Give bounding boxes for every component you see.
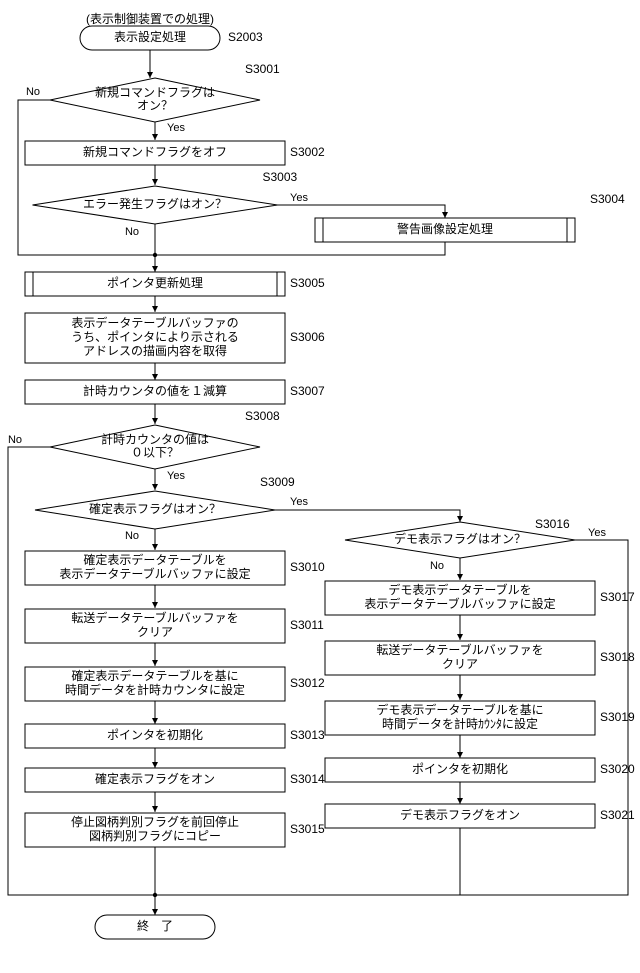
flowchart-svg: (表示制御装置での処理) 表示設定処理 S2003 新規コマンドフラグはオン？ S300… (0, 0, 640, 973)
svg-text:オン？: オン？ (137, 99, 173, 113)
svg-text:S3014: S3014 (290, 772, 325, 786)
svg-text:S3021: S3021 (600, 808, 635, 822)
svg-text:No: No (26, 86, 40, 98)
svg-text:新規コマンドフラグをオフ: 新規コマンドフラグをオフ (83, 144, 227, 159)
svg-text:転送データテーブルバッファを: 転送データテーブルバッファを (376, 642, 543, 657)
svg-text:ポインタを初期化: ポインタを初期化 (412, 762, 508, 776)
svg-text:エラー発生フラグはオン？: エラー発生フラグはオン？ (83, 197, 227, 211)
svg-text:図柄判別フラグにコピー: 図柄判別フラグにコピー (89, 829, 221, 843)
svg-text:確定表示フラグをオン: 確定表示フラグをオン (95, 771, 215, 786)
svg-text:デモ表示データテーブルを基に: デモ表示データテーブルを基に (376, 702, 543, 717)
svg-text:S3018: S3018 (600, 650, 635, 664)
svg-text:計時カウンタの値は: 計時カウンタの値は (101, 432, 209, 447)
svg-text:新規コマンドフラグは: 新規コマンドフラグは (95, 85, 215, 100)
svg-text:ポインタを初期化: ポインタを初期化 (107, 728, 203, 742)
svg-text:Yes: Yes (588, 527, 606, 539)
svg-text:アドレスの描画内容を取得: アドレスの描画内容を取得 (83, 343, 227, 358)
svg-text:S3009: S3009 (260, 475, 295, 489)
svg-text:クリア: クリア (137, 625, 173, 639)
svg-text:Yes: Yes (290, 496, 308, 508)
svg-text:S3002: S3002 (290, 145, 325, 159)
svg-text:S3003: S3003 (263, 170, 298, 184)
svg-text:デモ表示データテーブルを: デモ表示データテーブルを (388, 582, 531, 597)
svg-text:デモ表示フラグはオン？: デモ表示フラグはオン？ (394, 531, 526, 546)
svg-text:ポインタ更新処理: ポインタ更新処理 (107, 275, 203, 290)
svg-text:S3001: S3001 (245, 62, 280, 76)
svg-text:No: No (8, 434, 22, 446)
svg-text:S3019: S3019 (600, 710, 635, 724)
svg-text:Yes: Yes (167, 470, 185, 482)
svg-text:時間データを計時ｶｳﾝﾀに設定: 時間データを計時ｶｳﾝﾀに設定 (382, 716, 538, 731)
svg-text:(表示制御装置での処理): (表示制御装置での処理) (86, 11, 214, 26)
svg-text:転送データテーブルバッファを: 転送データテーブルバッファを (71, 610, 238, 625)
svg-text:確定表示データテーブルを基に: 確定表示データテーブルを基に (71, 668, 238, 683)
svg-text:Yes: Yes (167, 122, 185, 134)
svg-text:デモ表示フラグをオン: デモ表示フラグをオン (400, 807, 520, 822)
svg-text:S3004: S3004 (590, 192, 625, 206)
svg-text:S3007: S3007 (290, 384, 325, 398)
svg-text:S3020: S3020 (600, 762, 635, 776)
svg-text:表示データテーブルバッファに設定: 表示データテーブルバッファに設定 (59, 566, 250, 581)
svg-text:S3008: S3008 (245, 409, 280, 423)
svg-text:確定表示フラグはオン？: 確定表示フラグはオン？ (89, 501, 221, 516)
svg-text:Yes: Yes (290, 192, 308, 204)
svg-text:０以下？: ０以下？ (131, 446, 179, 460)
svg-text:S2003: S2003 (228, 30, 263, 44)
svg-text:表示データテーブルバッファの: 表示データテーブルバッファの (71, 315, 238, 330)
svg-text:終 了: 終 了 (137, 918, 173, 933)
svg-text:No: No (125, 530, 139, 542)
svg-text:S3005: S3005 (290, 276, 325, 290)
svg-text:S3017: S3017 (600, 590, 635, 604)
svg-text:S3011: S3011 (290, 618, 324, 632)
svg-text:No: No (125, 226, 139, 238)
svg-text:計時カウンタの値を１減算: 計時カウンタの値を１減算 (83, 383, 227, 398)
svg-text:クリア: クリア (442, 657, 478, 671)
svg-text:S3006: S3006 (290, 330, 325, 344)
svg-text:うち、ポインタにより示される: うち、ポインタにより示される (71, 330, 239, 344)
svg-text:停止図柄判別フラグを前回停止: 停止図柄判別フラグを前回停止 (71, 814, 239, 829)
svg-text:表示設定処理: 表示設定処理 (114, 29, 186, 44)
svg-text:S3013: S3013 (290, 728, 325, 742)
svg-text:S3015: S3015 (290, 822, 325, 836)
svg-text:S3016: S3016 (535, 517, 570, 531)
svg-text:表示データテーブルバッファに設定: 表示データテーブルバッファに設定 (364, 596, 555, 611)
svg-text:確定表示データテーブルを: 確定表示データテーブルを (83, 552, 226, 567)
svg-text:S3012: S3012 (290, 676, 325, 690)
svg-text:時間データを計時カウンタに設定: 時間データを計時カウンタに設定 (65, 682, 245, 697)
svg-text:No: No (430, 560, 444, 572)
svg-text:警告画像設定処理: 警告画像設定処理 (397, 221, 493, 236)
svg-text:S3010: S3010 (290, 560, 325, 574)
